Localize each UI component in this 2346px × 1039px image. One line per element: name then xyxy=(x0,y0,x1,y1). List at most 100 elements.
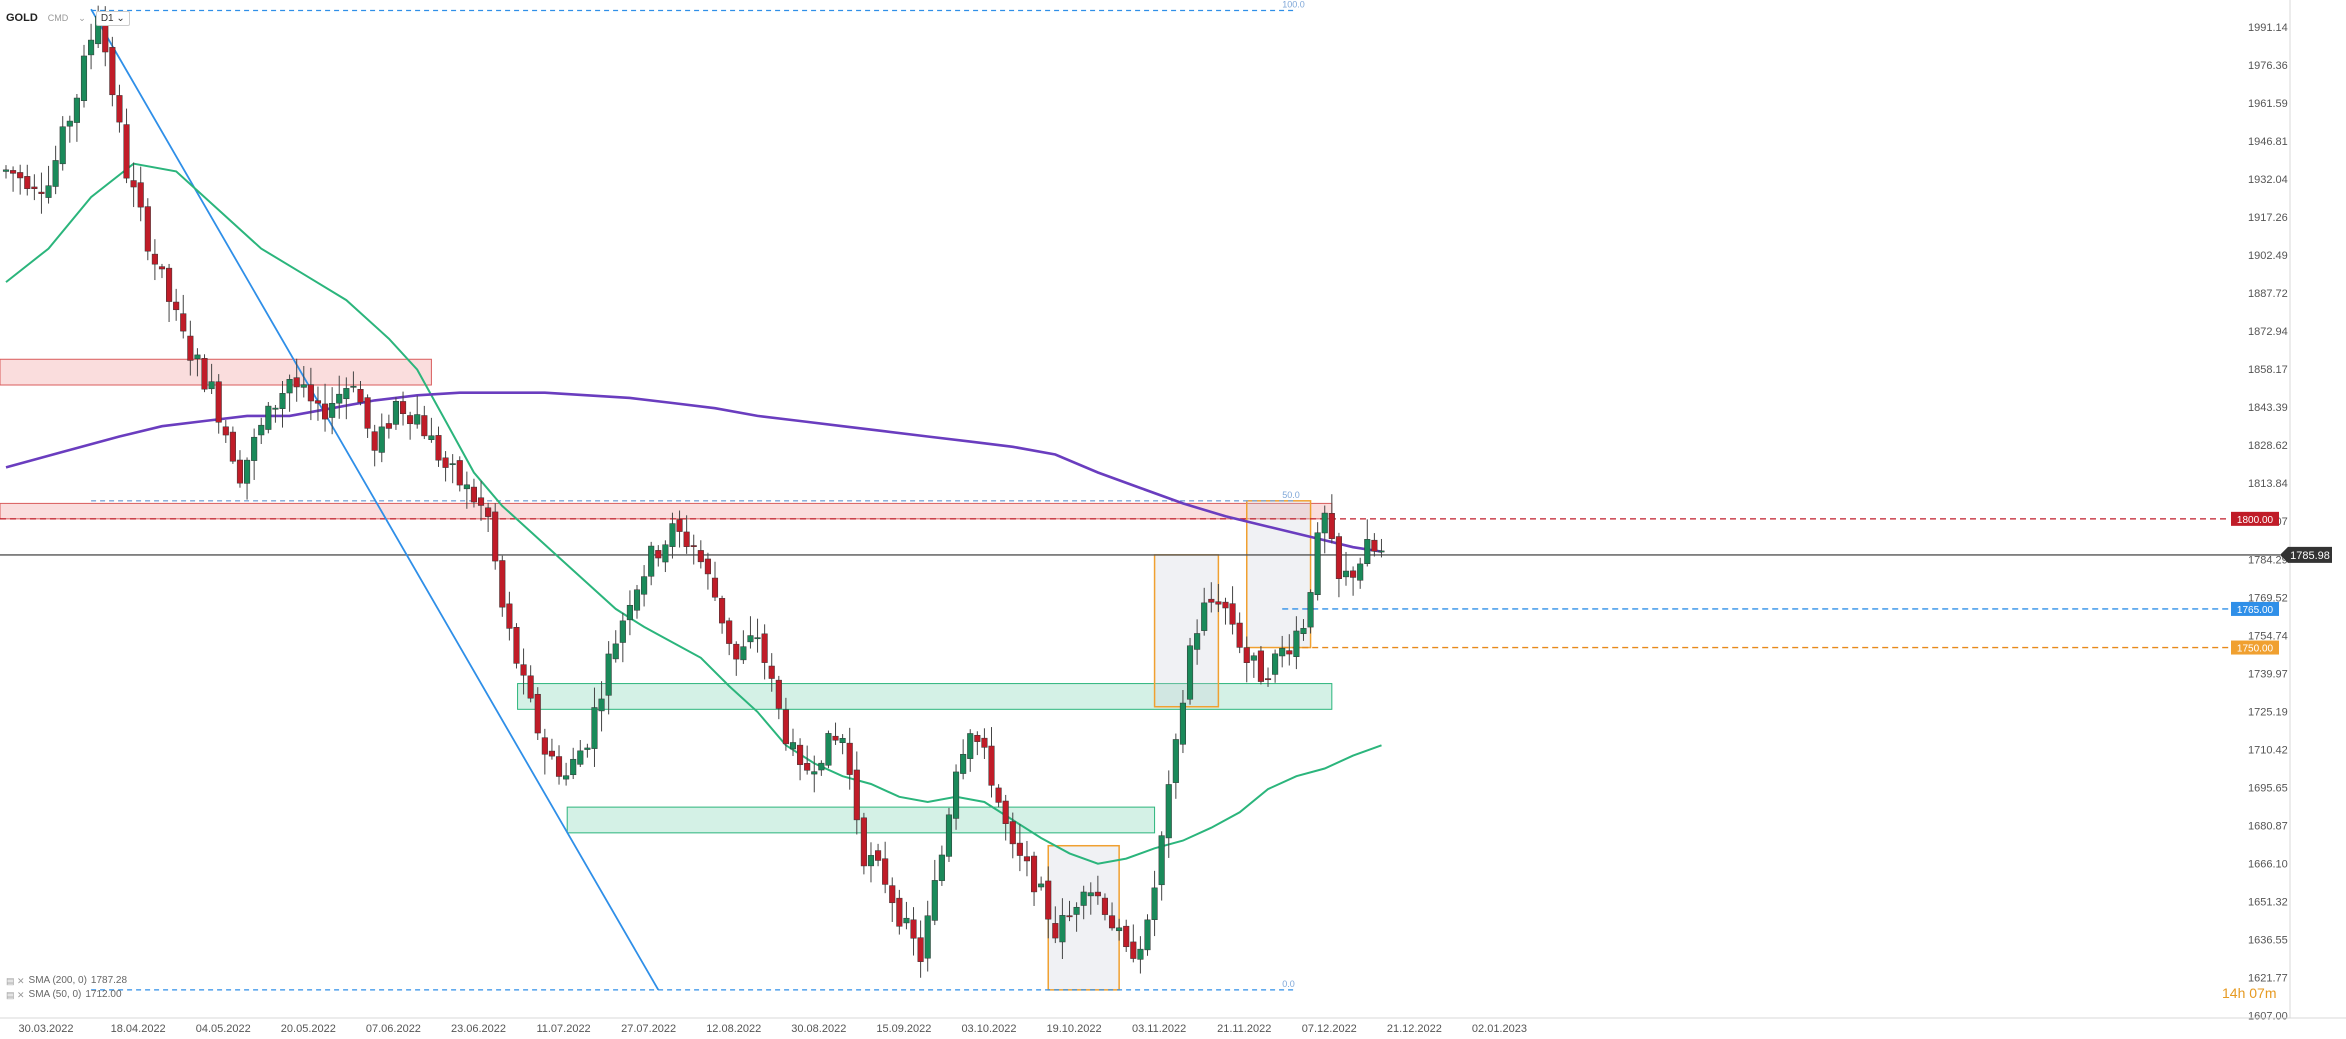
date-tick-label: 11.07.2022 xyxy=(536,1023,590,1035)
bear-candle xyxy=(853,769,860,821)
bull-candle xyxy=(1080,891,1087,906)
indicator-legend: ▤ ✕ SMA (200, 0) 1787.28 ▤ ✕ SMA (50, 0)… xyxy=(6,974,127,1002)
bull-candle xyxy=(789,742,797,750)
bear-candle xyxy=(499,560,506,608)
price-tick-label: 1739.97 xyxy=(2248,668,2288,680)
settings-icon[interactable]: ▤ ✕ xyxy=(6,976,25,986)
bear-candle xyxy=(882,858,889,885)
moving-averages xyxy=(5,162,1382,865)
bull-candle xyxy=(1321,512,1328,534)
price-tag-label: 1800.00 xyxy=(2237,515,2274,526)
bear-candle xyxy=(357,389,364,403)
bull-candle xyxy=(80,55,88,101)
bull-candle xyxy=(1378,550,1385,553)
bear-candle xyxy=(1101,897,1109,915)
price-tick-label: 1961.59 xyxy=(2248,98,2288,110)
legend-value: 1712.00 xyxy=(85,989,122,1000)
bear-candle xyxy=(520,664,527,676)
bear-candle xyxy=(166,267,173,302)
bull-candle xyxy=(463,484,470,490)
bear-candle xyxy=(1286,650,1293,655)
bull-candle xyxy=(1201,602,1208,631)
bear-candle xyxy=(988,745,995,786)
bull-candle xyxy=(378,426,385,453)
bull-candle xyxy=(1038,883,1045,888)
price-tag xyxy=(2231,601,2279,616)
bull-candle xyxy=(1357,563,1364,581)
date-tick-label: 20.05.2022 xyxy=(281,1023,336,1035)
support-zone xyxy=(517,683,1333,710)
bear-candle xyxy=(697,550,704,563)
bear-candle xyxy=(371,431,378,451)
bull-candle xyxy=(45,185,52,198)
price-tick-label: 1976.36 xyxy=(2248,60,2288,72)
bull-candle xyxy=(605,653,612,696)
bear-candle xyxy=(995,787,1002,803)
bear-candle xyxy=(1023,856,1031,862)
bull-candle xyxy=(392,401,399,425)
bull-candle xyxy=(938,854,945,881)
price-tick-label: 1784.29 xyxy=(2248,554,2288,566)
bear-candle xyxy=(1094,891,1101,897)
date-axis: 30.03.2022 18.04.2022 04.05.2022 20.05.2022… xyxy=(0,1017,2346,1035)
bear-candle xyxy=(123,124,130,179)
date-tick-label: 21.12.2022 xyxy=(1387,1023,1442,1035)
price-tick-label: 1917.26 xyxy=(2248,212,2288,224)
bull-candle xyxy=(945,814,953,857)
bear-candle xyxy=(1123,925,1130,948)
bull-candle xyxy=(633,589,641,611)
countdown-minutes: 07m xyxy=(2249,985,2277,1001)
bull-candle xyxy=(662,544,669,563)
bear-candle xyxy=(782,709,789,745)
bear-candle xyxy=(470,486,477,503)
bull-candle xyxy=(66,120,73,127)
bear-candle xyxy=(704,558,711,575)
bear-candle xyxy=(527,675,534,699)
bear-candle xyxy=(1243,647,1250,663)
bull-candle xyxy=(1186,645,1194,700)
bull-candle xyxy=(1250,655,1257,661)
price-tick-label: 1621.77 xyxy=(2248,973,2288,985)
date-tick-label: 04.05.2022 xyxy=(196,1023,251,1035)
sma-50-line xyxy=(5,162,1382,865)
legend-item-sma200[interactable]: ▤ ✕ SMA (200, 0) 1787.28 xyxy=(6,974,127,988)
legend-item-sma50[interactable]: ▤ ✕ SMA (50, 0) 1712.00 xyxy=(6,988,127,1002)
bear-candle xyxy=(1052,923,1059,939)
bull-candle xyxy=(867,855,875,867)
current-price-tag xyxy=(2280,546,2332,563)
bear-candle xyxy=(442,457,449,468)
price-tick-label: 1636.55 xyxy=(2248,935,2288,947)
timeframe-select[interactable]: D1 ⌄ xyxy=(95,10,130,26)
bull-candle xyxy=(1137,948,1144,960)
bull-candle xyxy=(967,733,974,759)
bear-candle xyxy=(236,459,244,484)
date-tick-label: 02.01.2023 xyxy=(1472,1023,1527,1035)
chevron-down-icon[interactable]: ⌄ xyxy=(78,12,86,23)
trend-lines xyxy=(90,8,660,991)
bear-candle xyxy=(775,679,782,709)
price-tag-label: 1750.00 xyxy=(2237,644,2274,655)
bull-candle xyxy=(818,762,825,771)
fib-level-label: 100.0 xyxy=(1282,0,1305,10)
date-tick-label: 23.06.2022 xyxy=(451,1023,506,1035)
bear-candle xyxy=(180,313,187,332)
symbol-label[interactable]: GOLD xyxy=(6,12,38,24)
bull-candle xyxy=(811,771,818,775)
bull-candle xyxy=(2,169,10,172)
bear-candle xyxy=(421,415,428,437)
bull-candle xyxy=(1342,570,1350,578)
bull-candle xyxy=(740,646,747,661)
bear-candle xyxy=(1328,513,1335,539)
legend-label: SMA (200, 0) xyxy=(28,975,87,986)
bull-candle xyxy=(208,381,215,390)
date-tick-label: 03.10.2022 xyxy=(961,1023,1016,1035)
bear-candle xyxy=(158,266,166,270)
bull-candle xyxy=(343,388,350,400)
bull-candle xyxy=(924,915,931,959)
date-tick-label: 18.04.2022 xyxy=(111,1023,166,1035)
price-tick-label: 1858.17 xyxy=(2248,364,2288,376)
settings-icon[interactable]: ▤ ✕ xyxy=(6,990,25,1000)
bear-candle xyxy=(31,186,38,190)
price-tick-label: 1828.62 xyxy=(2248,440,2288,452)
